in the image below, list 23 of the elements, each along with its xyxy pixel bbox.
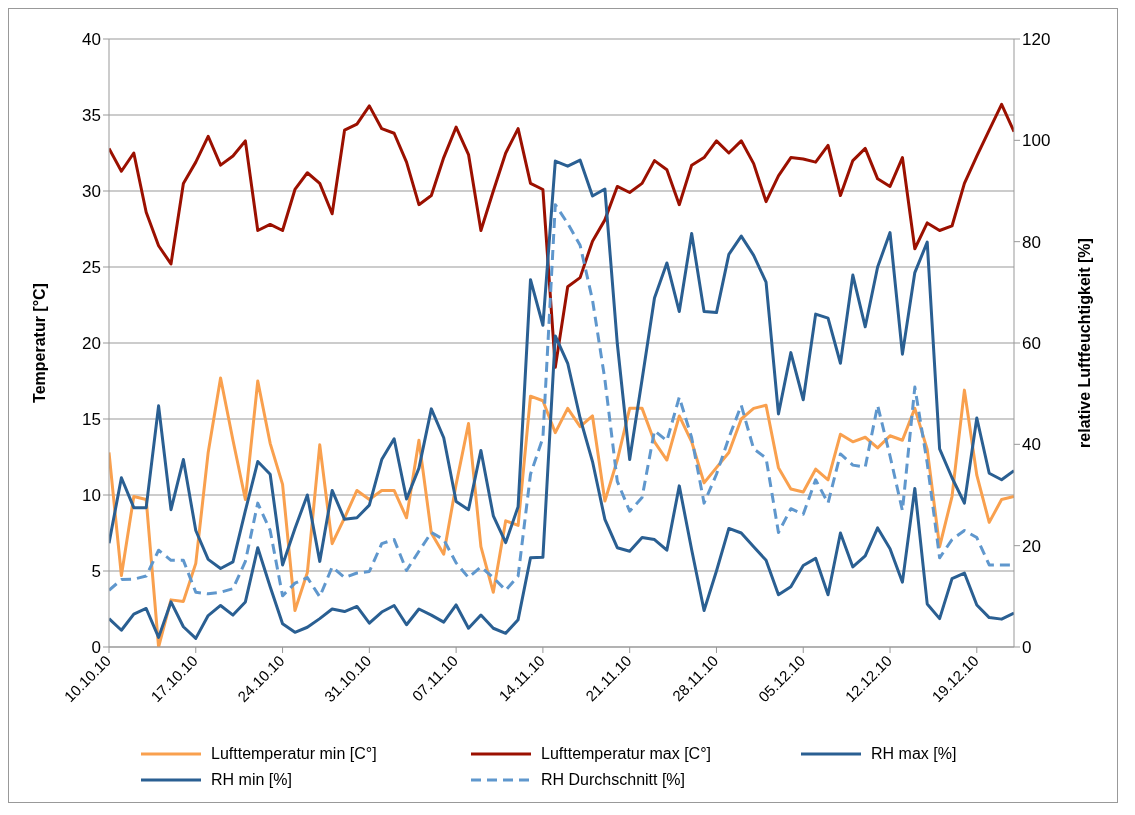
y-tick-label: 15 xyxy=(82,410,101,430)
y-tick-label: 5 xyxy=(91,562,101,582)
legend-label: RH Durchschnitt [%] xyxy=(541,771,686,789)
y2-tick-label: 80 xyxy=(1022,232,1041,252)
y-tick-label: 35 xyxy=(82,106,101,126)
y-tick-label: 30 xyxy=(82,182,101,202)
y-tick-label: 10 xyxy=(82,486,101,506)
y-tick-label: 20 xyxy=(82,334,101,354)
legend-label: RH min [%] xyxy=(211,771,292,789)
y2-tick-label: 60 xyxy=(1022,334,1041,354)
legend-label: Lufttemperatur max [C°] xyxy=(541,745,712,763)
y2-tick-label: 40 xyxy=(1022,435,1041,455)
y-tick-label: 40 xyxy=(82,30,101,50)
y2-axis-title: relative Luftfeuchtigkeit [%] xyxy=(1075,238,1093,448)
y2-tick-label: 120 xyxy=(1022,30,1051,50)
y2-tick-label: 20 xyxy=(1022,536,1041,556)
legend-label: RH max [%] xyxy=(871,745,957,763)
y-tick-label: 25 xyxy=(82,258,101,278)
y-axis-title: Temperatur [°C] xyxy=(30,283,48,403)
legend-label: Lufttemperatur min [C°] xyxy=(211,745,377,763)
y-tick-label: 0 xyxy=(91,638,101,658)
y2-tick-label: 100 xyxy=(1022,131,1051,151)
y2-tick-label: 0 xyxy=(1022,638,1032,658)
